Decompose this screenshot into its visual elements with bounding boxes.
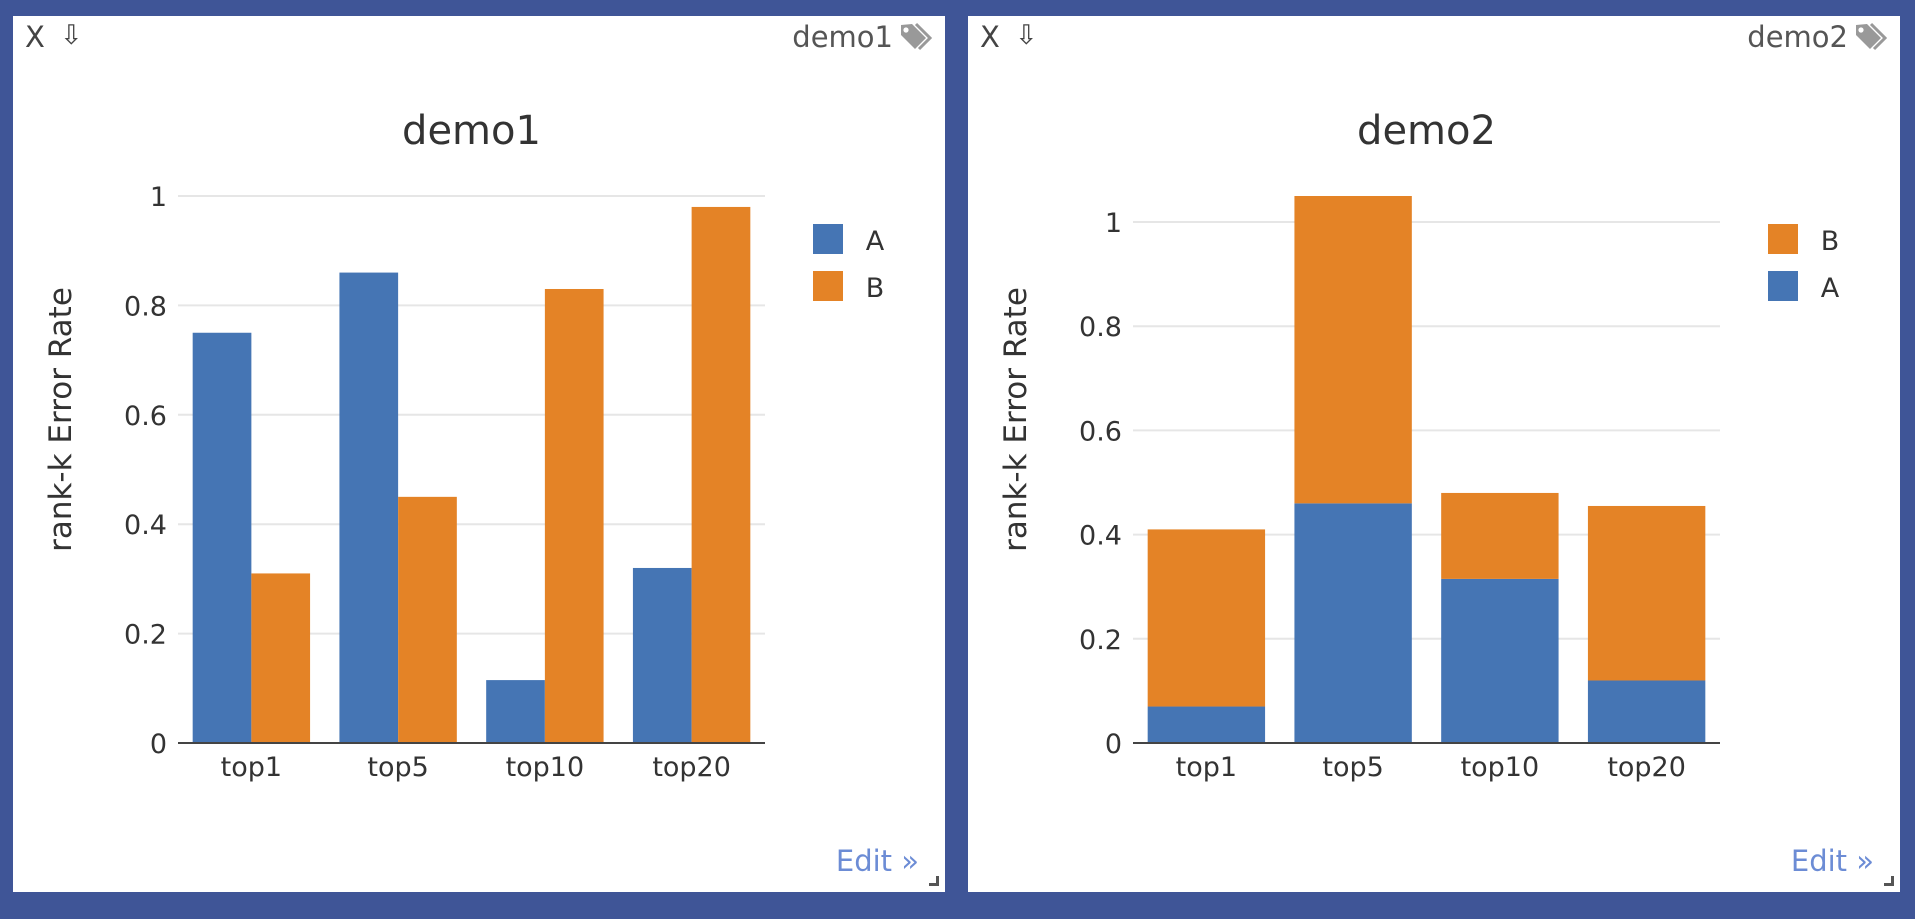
bar-B-top20	[691, 206, 751, 743]
legend-label-B: B	[866, 273, 885, 304]
edit-link[interactable]: Edit »	[835, 844, 919, 878]
bar-A-top1	[1147, 706, 1266, 743]
chart-title: demo1	[402, 108, 541, 154]
legend-swatch-B	[813, 271, 843, 301]
y-tick-label: 1	[1105, 208, 1122, 239]
bar-B-top1	[251, 573, 311, 743]
chart-panel-demo1: X ⇩ demo1 demo1 0 0.2 0.4 0.6 0.8 1 rank-k Erro…	[13, 16, 945, 892]
tag-name: demo1	[792, 20, 893, 54]
bar-B-top20	[1587, 505, 1706, 681]
bar-A-top20	[632, 567, 692, 743]
edit-link[interactable]: Edit »	[1790, 844, 1874, 878]
bar-A-top10	[486, 680, 545, 743]
resize-handle-icon[interactable]	[929, 876, 939, 886]
bar-A-top5	[1294, 503, 1412, 743]
y-tick-label: 1	[150, 182, 167, 213]
y-tick-label: 0.6	[1079, 416, 1122, 447]
bar-chart-demo2: demo2 0 0.2 0.4 0.6 0.8 1 rank-k Error Rate top1…	[998, 108, 1840, 783]
y-axis-title: rank-k Error Rate	[43, 287, 79, 552]
bar-B-top5	[1294, 196, 1412, 504]
legend-label-B: B	[1821, 226, 1840, 257]
resize-handle-icon[interactable]	[1884, 876, 1894, 886]
bar-B-top10	[1441, 492, 1559, 579]
close-icon[interactable]: X	[980, 20, 1000, 54]
bar-A-top20	[1587, 680, 1706, 743]
x-tick-label: top20	[652, 752, 731, 783]
y-tick-label: 0.4	[1079, 521, 1122, 552]
legend-swatch-B	[1768, 224, 1798, 254]
download-icon[interactable]: ⇩	[1015, 20, 1038, 51]
bar-B-top10	[544, 288, 604, 743]
y-tick-label: 0.2	[1079, 625, 1122, 656]
bar-A-top1	[192, 332, 252, 743]
x-tick-label: top1	[221, 752, 282, 783]
x-tick-label: top10	[506, 752, 585, 783]
y-tick-label: 0.8	[124, 291, 167, 322]
legend-swatch-A	[813, 224, 843, 254]
x-tick-label: top5	[367, 752, 428, 783]
legend-label-A: A	[1821, 273, 1840, 304]
bar-chart-demo1: demo1 0 0.2 0.4 0.6 0.8 1 rank-k Error Rate top1…	[43, 108, 885, 783]
legend-swatch-A	[1768, 271, 1798, 301]
y-tick-label: 0.4	[124, 510, 167, 541]
legend-label-A: A	[866, 226, 885, 257]
tag-label: demo1	[792, 20, 937, 54]
x-tick-label: top5	[1322, 752, 1383, 783]
y-tick-label: 0	[1105, 729, 1122, 760]
tag-icon	[901, 22, 933, 51]
tag-name: demo2	[1747, 20, 1848, 54]
y-axis-title: rank-k Error Rate	[998, 287, 1034, 552]
x-tick-label: top1	[1176, 752, 1237, 783]
y-tick-label: 0.6	[124, 401, 167, 432]
x-tick-label: top20	[1607, 752, 1686, 783]
bar-B-top1	[1147, 529, 1266, 707]
y-tick-label: 0.8	[1079, 312, 1122, 343]
tag-label: demo2	[1747, 20, 1892, 54]
close-icon[interactable]: X	[25, 20, 45, 54]
bar-A-top5	[339, 272, 399, 743]
bar-B-top5	[398, 496, 457, 743]
download-icon[interactable]: ⇩	[60, 20, 83, 51]
chart-title: demo2	[1357, 108, 1496, 154]
chart-panel-demo2: X ⇩ demo2 demo2 0 0.2 0.4 0.6 0.8 1 rank-k Erro…	[968, 16, 1900, 892]
tag-icon	[1856, 22, 1888, 51]
bar-A-top10	[1441, 578, 1559, 743]
y-tick-label: 0	[150, 729, 167, 760]
y-tick-label: 0.2	[124, 620, 167, 651]
x-tick-label: top10	[1461, 752, 1540, 783]
